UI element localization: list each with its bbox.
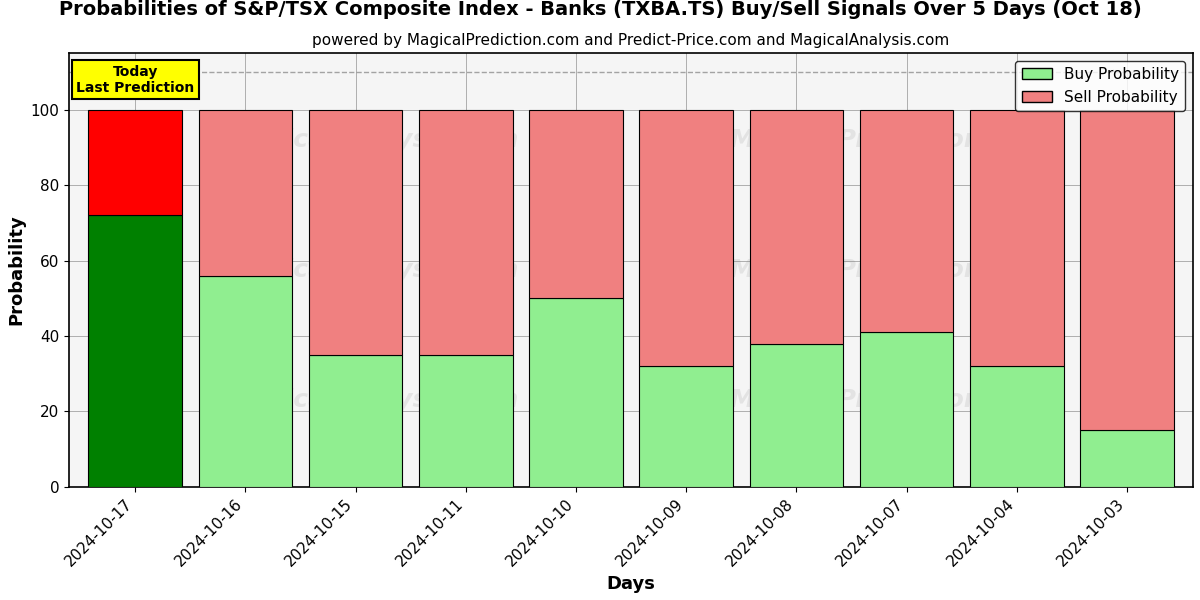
Bar bbox=[89, 215, 182, 487]
Text: Probabilities of S&P/TSX Composite Index - Banks (TXBA.TS) Buy/Sell Signals Over: Probabilities of S&P/TSX Composite Index… bbox=[59, 0, 1141, 19]
Bar bbox=[529, 298, 623, 487]
Bar bbox=[198, 275, 293, 487]
Bar bbox=[529, 110, 623, 298]
X-axis label: Days: Days bbox=[607, 575, 655, 593]
Bar bbox=[640, 110, 733, 366]
Bar bbox=[750, 344, 844, 487]
Bar bbox=[308, 110, 402, 355]
Bar bbox=[859, 110, 953, 332]
Text: Today
Last Prediction: Today Last Prediction bbox=[76, 65, 194, 95]
Text: MagicalPrediction.com: MagicalPrediction.com bbox=[730, 258, 1050, 282]
Bar bbox=[750, 110, 844, 344]
Bar bbox=[419, 110, 512, 355]
Bar bbox=[1080, 430, 1174, 487]
Legend: Buy Probability, Sell Probability: Buy Probability, Sell Probability bbox=[1015, 61, 1186, 111]
Bar bbox=[1080, 110, 1174, 430]
Bar bbox=[970, 366, 1063, 487]
Bar bbox=[198, 110, 293, 275]
Bar bbox=[89, 110, 182, 215]
Text: MagicalPrediction.com: MagicalPrediction.com bbox=[730, 388, 1050, 412]
Bar bbox=[419, 355, 512, 487]
Text: MagicalAnalysis.com: MagicalAnalysis.com bbox=[226, 258, 520, 282]
Text: MagicalAnalysis.com: MagicalAnalysis.com bbox=[226, 128, 520, 152]
Text: MagicalPrediction.com: MagicalPrediction.com bbox=[730, 128, 1050, 152]
Bar bbox=[640, 366, 733, 487]
Text: MagicalAnalysis.com: MagicalAnalysis.com bbox=[226, 388, 520, 412]
Bar bbox=[859, 332, 953, 487]
Bar bbox=[308, 355, 402, 487]
Y-axis label: Probability: Probability bbox=[7, 215, 25, 325]
Title: powered by MagicalPrediction.com and Predict-Price.com and MagicalAnalysis.com: powered by MagicalPrediction.com and Pre… bbox=[312, 33, 949, 48]
Bar bbox=[970, 110, 1063, 366]
